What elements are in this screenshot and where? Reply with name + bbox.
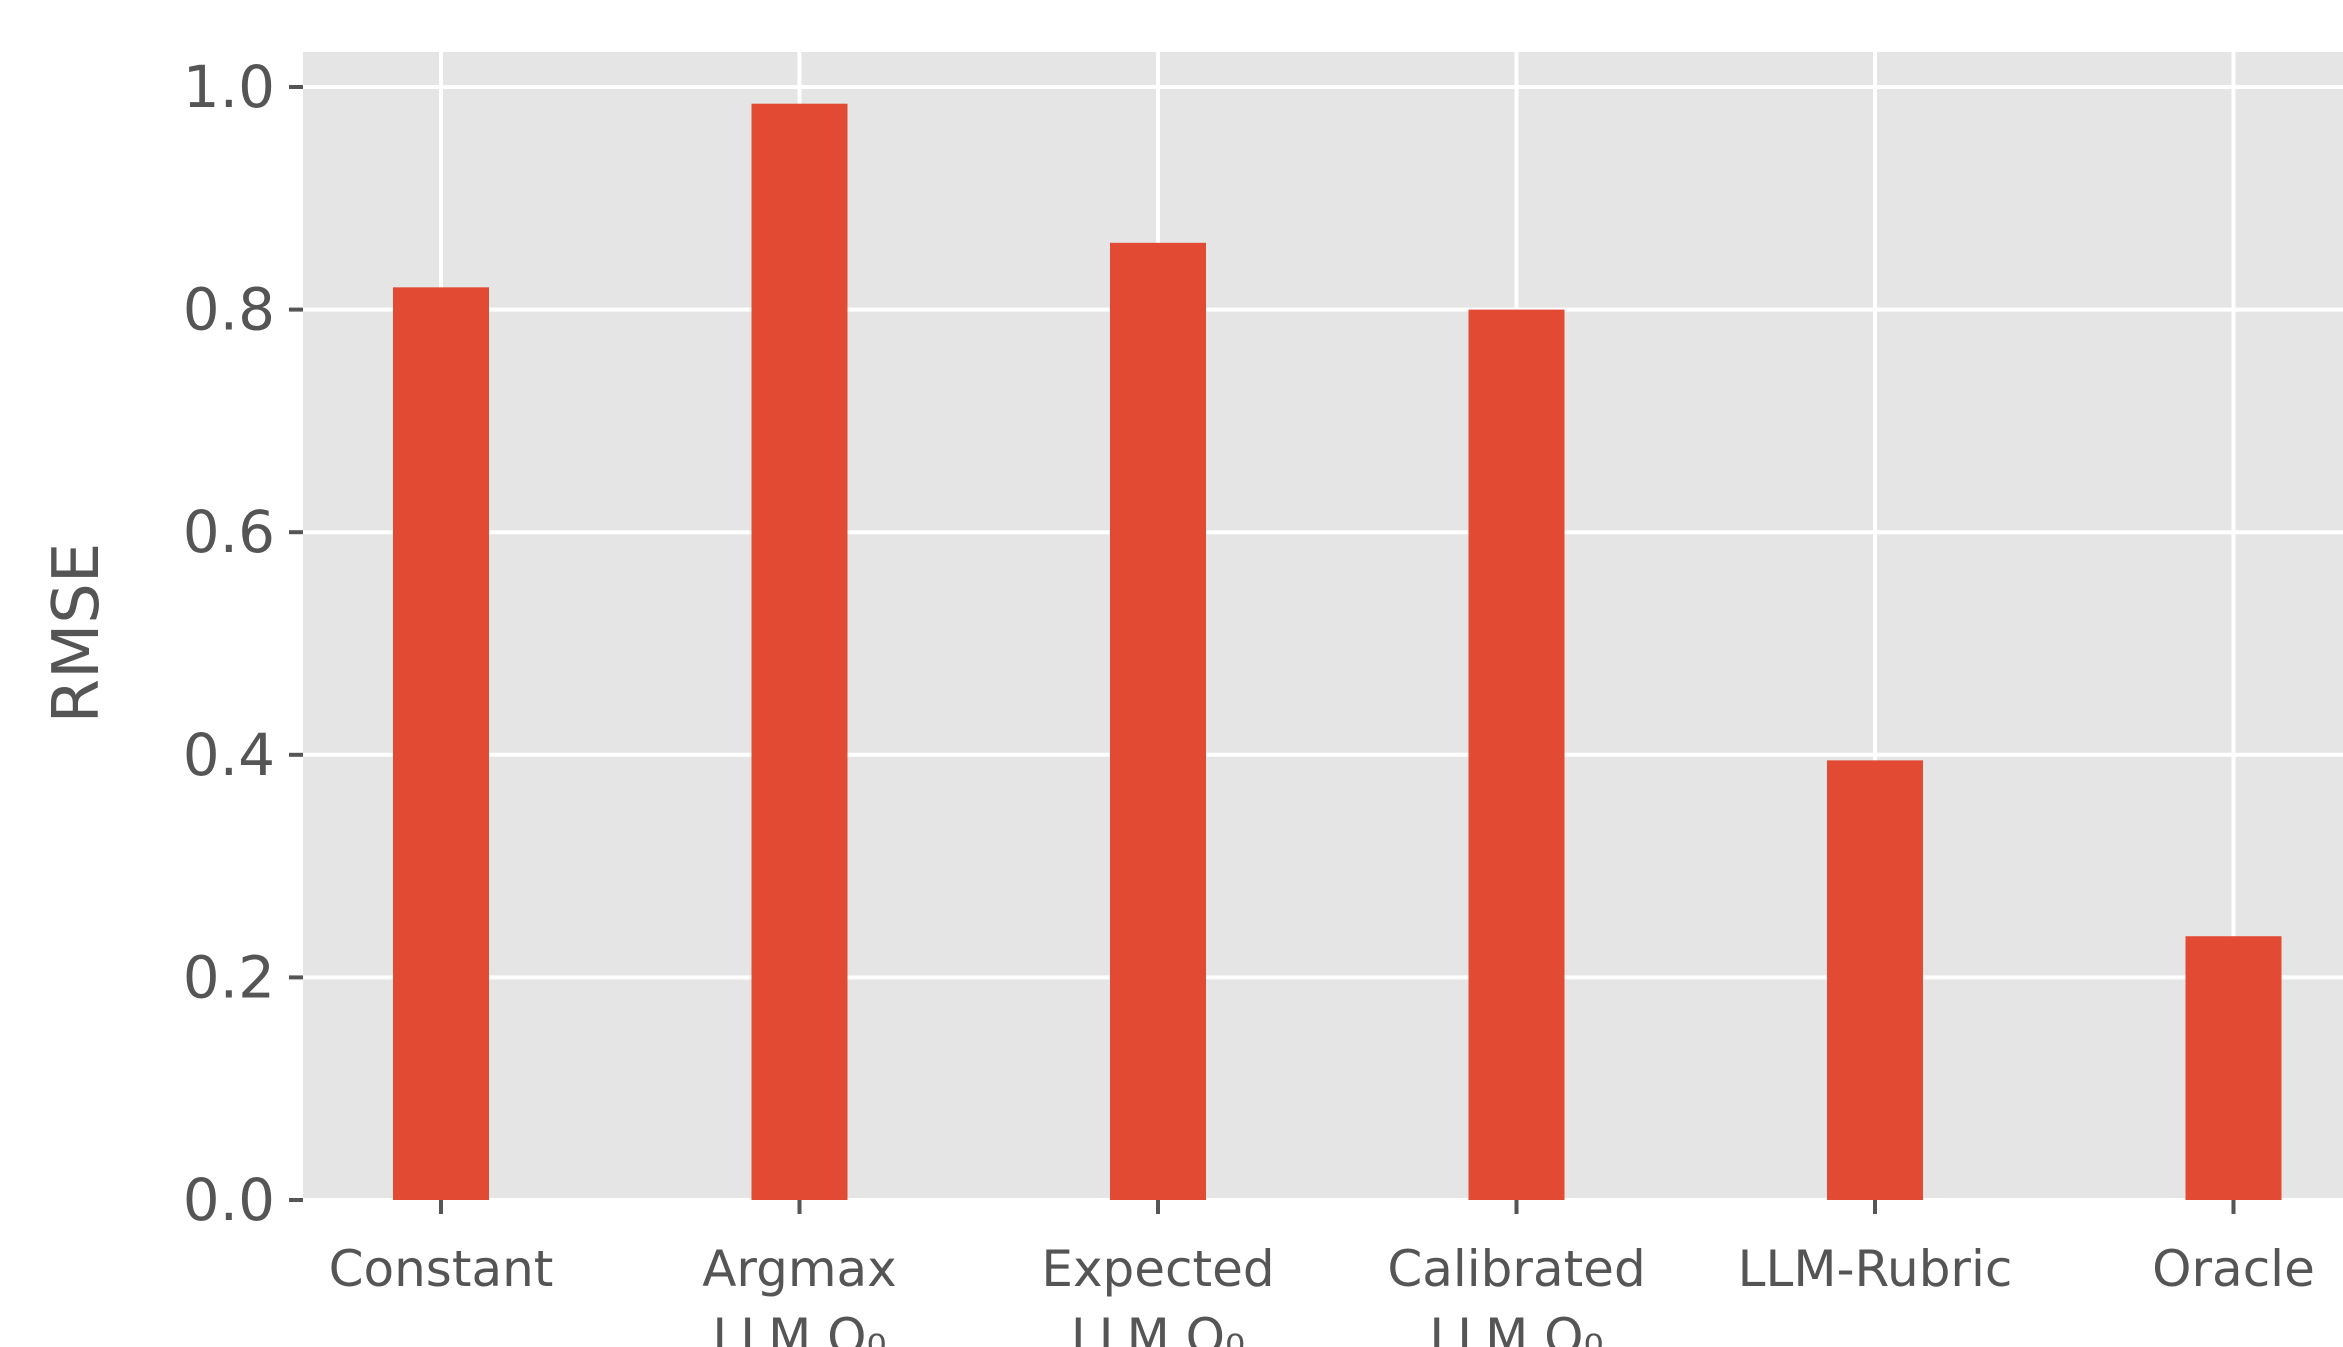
x-tick-label-3-0: Calibrated [1387, 1240, 1645, 1298]
bars [393, 103, 2282, 1201]
bar-1 [751, 103, 848, 1201]
x-tick-label-3-1: LLM Q₀ [1429, 1308, 1603, 1347]
y-tick-label-2: 0.4 [183, 721, 275, 789]
x-tick-label-1-1: LLM Q₀ [712, 1308, 886, 1347]
x-axis: Constant Argmax LLM Q₀ Expected LLM Q₀ Calibr… [329, 1200, 2315, 1347]
y-axis-label: RMSE [40, 543, 114, 724]
x-tick-label-5-0: Oracle [2152, 1240, 2315, 1298]
bar-5 [2185, 936, 2282, 1200]
bar-3 [1468, 309, 1565, 1201]
y-tick-label-3: 0.6 [183, 498, 275, 566]
bar-4 [1827, 760, 1923, 1200]
y-tick-label-5: 1.0 [183, 53, 275, 121]
y-tick-label-0: 0.0 [183, 1166, 275, 1234]
y-tick-label-1: 0.2 [183, 943, 275, 1011]
y-tick-label-4: 0.8 [183, 276, 275, 344]
plot-area [303, 52, 2343, 1200]
x-tick-label-2-1: LLM Q₀ [1071, 1308, 1245, 1347]
x-tick-label-2-0: Expected [1041, 1240, 1274, 1298]
x-tick-label-1-0: Argmax [702, 1240, 897, 1298]
x-tick-label-0-0: Constant [329, 1240, 554, 1298]
bar-2 [1110, 242, 1206, 1200]
bar-0 [393, 287, 489, 1201]
x-tick-label-4-0: LLM-Rubric [1738, 1240, 2013, 1298]
y-axis: 0.0 0.2 0.4 0.6 0.8 1.0 [183, 53, 303, 1234]
